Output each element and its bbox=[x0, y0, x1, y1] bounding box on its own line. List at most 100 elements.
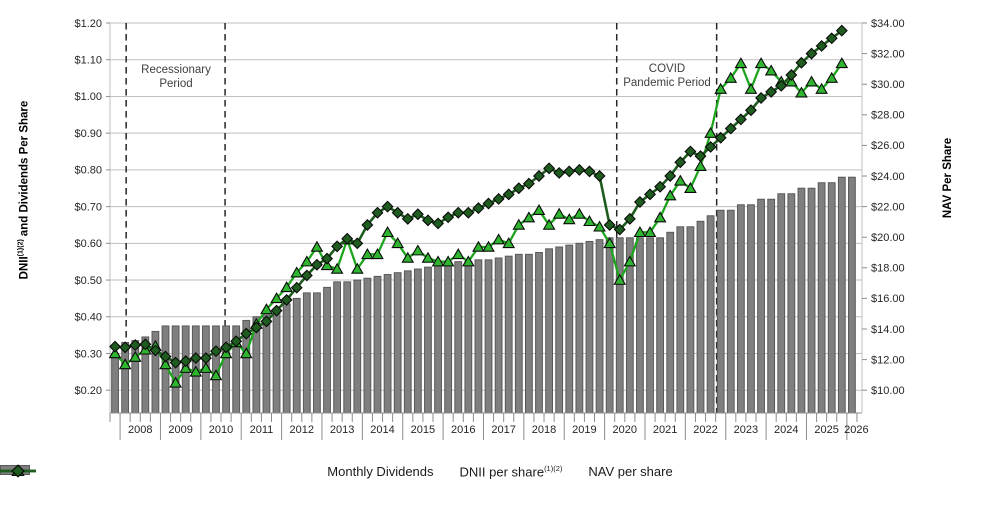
diamond-marker bbox=[583, 165, 596, 178]
dividend-bar bbox=[555, 246, 564, 414]
diamond-marker bbox=[250, 321, 263, 334]
x-axis-year-label: 2015 bbox=[411, 424, 435, 436]
diamond-marker bbox=[805, 47, 818, 60]
diamond-marker bbox=[694, 150, 707, 163]
dividend-bar bbox=[817, 182, 826, 414]
dividend-bar bbox=[646, 237, 654, 414]
dividend-bar bbox=[535, 252, 543, 414]
dividend-bar bbox=[757, 198, 765, 414]
diamond-marker bbox=[361, 218, 374, 231]
dividend-bar bbox=[686, 226, 695, 414]
diamond-marker bbox=[230, 335, 243, 348]
dividend-bar bbox=[434, 264, 442, 414]
dividend-bar bbox=[403, 270, 412, 414]
dividend-bar bbox=[736, 204, 745, 414]
legend-label: DNII per share(1)(2) bbox=[459, 464, 563, 480]
diamond-marker bbox=[734, 113, 747, 126]
triangle-marker bbox=[805, 75, 818, 87]
diamond-marker bbox=[381, 200, 394, 213]
dividend-bar bbox=[605, 237, 614, 414]
triangle-marker bbox=[280, 281, 293, 293]
right-axis-tick-label: $12.00 bbox=[871, 354, 905, 366]
triangle-marker bbox=[209, 369, 223, 381]
dividend-bar bbox=[747, 204, 755, 414]
diamond-marker bbox=[492, 192, 505, 205]
left-axis-tick-label: $0.70 bbox=[74, 201, 102, 213]
monthly-dividends-bars bbox=[111, 176, 856, 414]
triangle-marker bbox=[562, 213, 576, 225]
triangle-marker bbox=[684, 181, 697, 193]
diamond-marker bbox=[533, 170, 545, 182]
triangle-marker bbox=[613, 273, 627, 285]
x-axis-year-label: 2019 bbox=[572, 424, 596, 436]
dividend-bar bbox=[565, 244, 574, 414]
dividend-bar bbox=[363, 277, 372, 414]
x-axis-ticks bbox=[109, 413, 858, 440]
dividend-bar bbox=[797, 187, 806, 414]
diamond-marker bbox=[149, 344, 162, 357]
diamond-marker bbox=[371, 206, 384, 219]
left-axis-tick-label: $0.40 bbox=[74, 312, 102, 324]
triangle-marker bbox=[361, 248, 374, 260]
x-axis-year-labels: 2008 2009 2010 2011 2012 2013 2014 2015 2016 2017… bbox=[128, 424, 869, 436]
dividend-bar bbox=[585, 240, 594, 414]
x-axis-year-label: 2009 bbox=[168, 424, 192, 436]
triangle-marker bbox=[260, 303, 273, 315]
triangle-marker bbox=[108, 347, 122, 359]
triangle-marker bbox=[118, 358, 132, 370]
diamond-marker bbox=[452, 206, 465, 219]
triangle-marker bbox=[482, 240, 495, 252]
triangle-marker bbox=[734, 57, 748, 69]
right-axis-title: NAV Per Share bbox=[942, 137, 954, 219]
dividend-bar bbox=[666, 231, 675, 414]
left-axis-tick-label: $0.90 bbox=[74, 128, 102, 140]
diamond-marker bbox=[391, 206, 404, 219]
diamond-marker bbox=[785, 69, 798, 81]
diamond-marker bbox=[189, 352, 202, 365]
diamond-marker bbox=[421, 214, 434, 227]
dividend-bar bbox=[716, 209, 725, 414]
diamond-marker bbox=[280, 293, 293, 306]
left-axis-title-footnote: (1)(2) bbox=[17, 239, 25, 257]
diamond-marker bbox=[644, 188, 657, 201]
dividend-bar bbox=[292, 297, 301, 414]
dividend-bar bbox=[383, 274, 392, 414]
diamond-marker bbox=[472, 202, 485, 215]
triangle-marker bbox=[401, 251, 415, 263]
triangle-marker bbox=[179, 361, 193, 373]
x-axis-year-label: 2024 bbox=[774, 424, 798, 436]
diamond-marker bbox=[724, 122, 737, 135]
triangle-marker bbox=[411, 244, 425, 256]
dividend-bar bbox=[222, 325, 230, 414]
x-axis-year-label: 2021 bbox=[653, 424, 677, 436]
triangle-marker bbox=[189, 365, 203, 377]
dividend-bar bbox=[373, 275, 382, 414]
left-axis-tick-label: $0.50 bbox=[74, 275, 102, 287]
left-axis-tick-labels: $1.20 $1.10 $1.00 $0.90 $0.80 $0.70 $0.60 $0.50… bbox=[74, 18, 110, 397]
dividend-bar bbox=[353, 279, 362, 414]
diamond-marker bbox=[765, 85, 778, 98]
triangle-marker bbox=[441, 255, 455, 267]
diamond-marker bbox=[704, 140, 717, 153]
right-axis-tick-label: $30.00 bbox=[871, 79, 905, 91]
triangle-marker bbox=[472, 240, 485, 252]
diamond-marker bbox=[502, 188, 515, 201]
chart-legend: Monthly Dividends DNII per share(1)(2) N… bbox=[0, 464, 1000, 479]
diamond-marker bbox=[482, 197, 495, 210]
right-axis-tick-label: $32.00 bbox=[871, 48, 905, 60]
triangle-marker bbox=[825, 71, 839, 83]
diamond-marker bbox=[331, 240, 344, 253]
dividend-bar bbox=[676, 226, 685, 414]
left-axis-tick-label: $1.20 bbox=[74, 18, 102, 30]
dividend-bar bbox=[494, 257, 503, 414]
triangle-marker bbox=[633, 225, 647, 238]
triangle-marker bbox=[239, 347, 253, 359]
dividend-bar bbox=[545, 248, 553, 414]
triangle-marker bbox=[532, 203, 546, 216]
triangle-marker bbox=[694, 159, 707, 171]
triangle-marker bbox=[663, 189, 677, 201]
left-axis-title-rest: and Dividends Per Share bbox=[18, 100, 31, 237]
dividend-bar bbox=[333, 281, 342, 414]
dividend-bar bbox=[837, 176, 846, 414]
